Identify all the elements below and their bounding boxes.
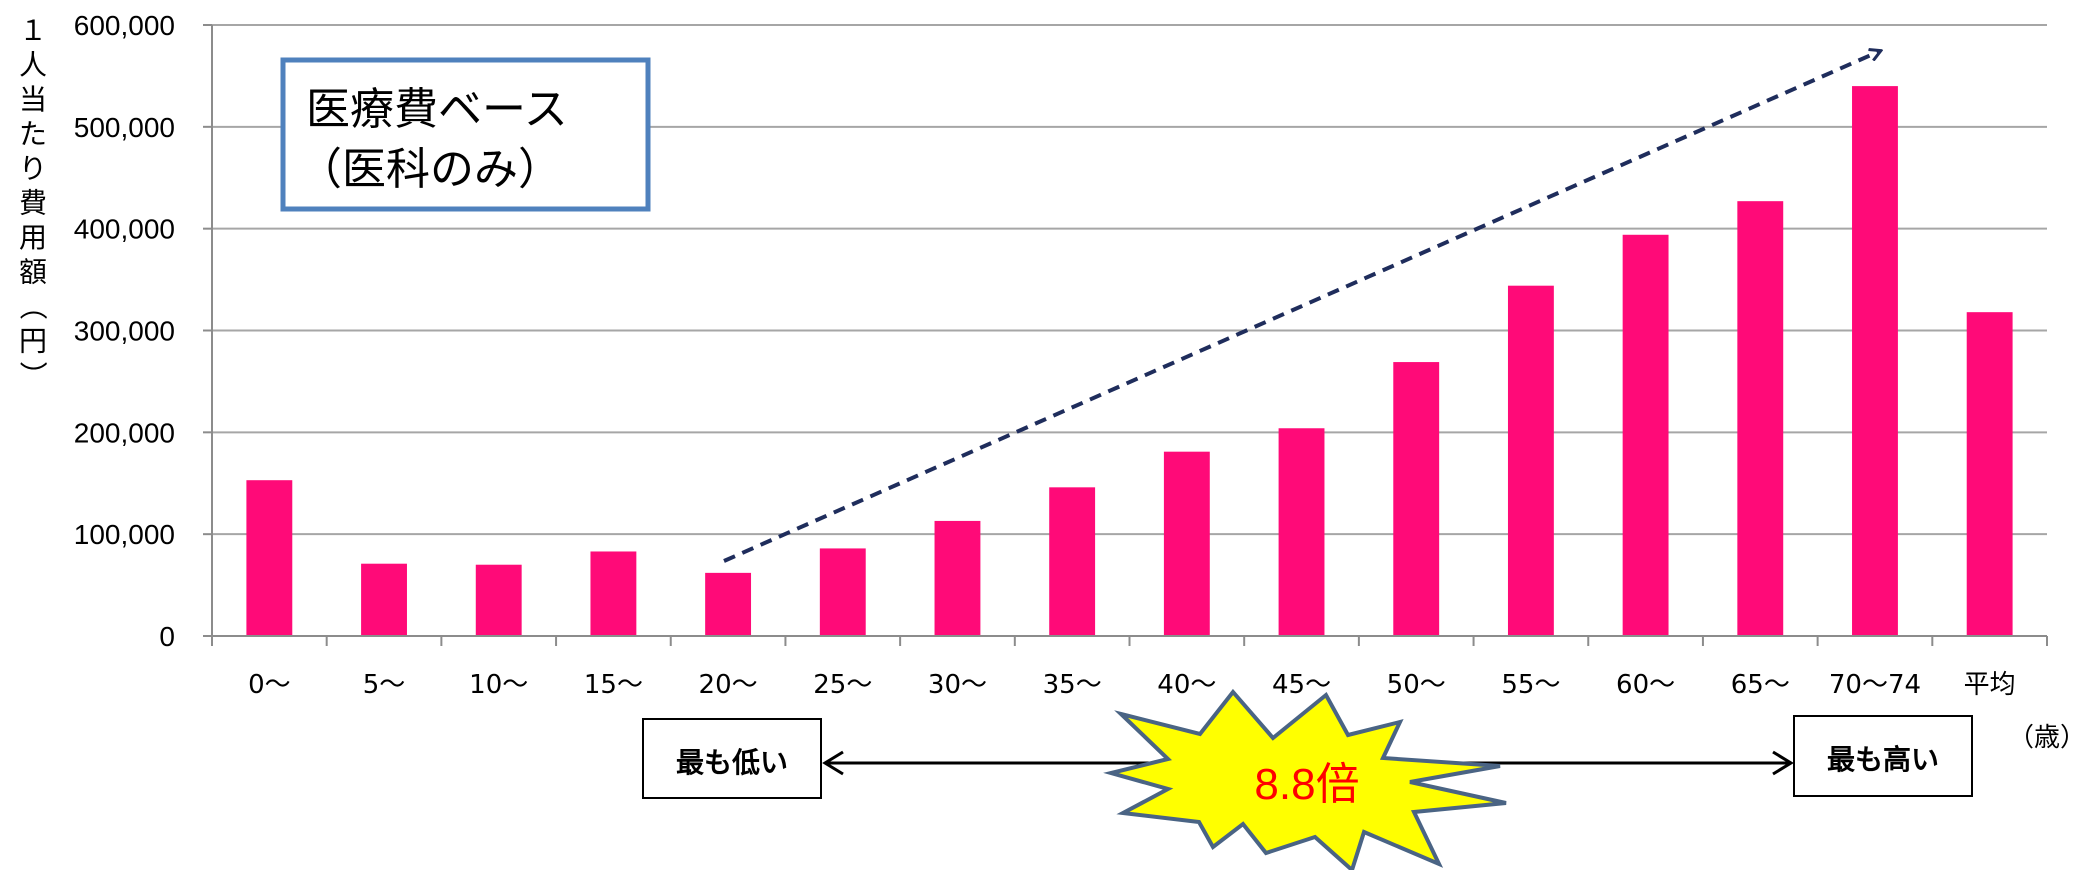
bar xyxy=(361,563,407,636)
bar xyxy=(475,564,522,636)
bar xyxy=(1737,201,1784,636)
x-tick-label: 70〜74 xyxy=(1829,670,1921,700)
y-tick-label: 600,000 xyxy=(74,10,175,41)
y-label-char: （ xyxy=(16,292,49,320)
y-tick-label: 100,000 xyxy=(74,519,175,550)
lowest-label: 最も低い xyxy=(676,746,788,779)
chart-title: 医療費ベース xyxy=(306,84,568,135)
y-label-char: １ xyxy=(19,14,47,47)
y-tick-label: 500,000 xyxy=(74,112,175,143)
y-axis-ticks: 0 100,000 200,000 300,000 400,000 500,000 600,… xyxy=(74,10,212,652)
bar xyxy=(1507,285,1554,636)
y-tick-label: 200,000 xyxy=(74,417,175,448)
y-tick-label: 400,000 xyxy=(74,214,175,245)
x-tick-label: 30〜 xyxy=(928,670,987,700)
y-label-char: 額 xyxy=(19,256,47,289)
highest-label: 最も高い xyxy=(1827,743,1939,776)
ratio-label: 8.8倍 xyxy=(1254,760,1359,809)
bar xyxy=(705,572,752,636)
x-tick-label: 5〜 xyxy=(363,670,406,700)
trend-arrow xyxy=(723,51,1880,563)
y-label-char: た xyxy=(19,118,47,151)
x-axis-ticks: 0〜 5〜 10〜 15〜 20〜 25〜 30〜 35〜 40〜 45〜 50〜 55〜 60〜 65〜… xyxy=(211,636,2048,700)
bar xyxy=(1966,312,2013,636)
x-tick-label: 15〜 xyxy=(584,670,643,700)
y-tick-label: 300,000 xyxy=(74,316,175,347)
x-tick-label: 45〜 xyxy=(1272,670,1331,700)
x-tick-label: 25〜 xyxy=(813,670,872,700)
x-tick-label: 35〜 xyxy=(1043,670,1102,700)
x-tick-label: 50〜 xyxy=(1387,670,1446,700)
y-label-char: ） xyxy=(16,361,49,389)
x-tick-label: 40〜 xyxy=(1157,670,1216,700)
y-tick-label: 0 xyxy=(159,621,175,652)
y-label-char: 人 xyxy=(19,49,47,82)
bar xyxy=(1852,86,1898,637)
bar xyxy=(1049,487,1096,636)
x-tick-label: 65〜 xyxy=(1731,670,1790,700)
x-tick-label: 平均 xyxy=(1964,670,2016,700)
x-tick-label: 20〜 xyxy=(699,670,758,700)
y-label-char: 用 xyxy=(19,221,47,254)
y-label-char: り xyxy=(19,152,47,185)
bar xyxy=(1163,451,1210,636)
bar xyxy=(819,548,866,636)
chart-subtitle: （医科のみ） xyxy=(298,144,562,195)
lowest-box: 最も低い xyxy=(642,718,822,799)
x-tick-label: 10〜 xyxy=(469,670,528,700)
bars xyxy=(246,86,2013,637)
bar xyxy=(246,480,293,636)
bar xyxy=(1622,234,1669,636)
highest-box: 最も高い xyxy=(1793,715,1973,797)
ratio-burst xyxy=(1103,688,1507,870)
y-label-char: 費 xyxy=(19,187,47,220)
title-box: 医療費ベース （医科のみ） xyxy=(280,57,651,212)
bar xyxy=(934,520,981,636)
bar xyxy=(1278,428,1325,636)
bar xyxy=(1393,362,1440,636)
y-label-char: 円 xyxy=(19,325,47,358)
x-tick-label: 0〜 xyxy=(248,670,291,700)
bar xyxy=(590,551,637,636)
x-tick-label: 60〜 xyxy=(1616,670,1675,700)
x-unit-label: （歳） xyxy=(2008,723,2073,753)
y-label-char: 当 xyxy=(19,83,47,116)
x-tick-label: 55〜 xyxy=(1501,670,1560,700)
